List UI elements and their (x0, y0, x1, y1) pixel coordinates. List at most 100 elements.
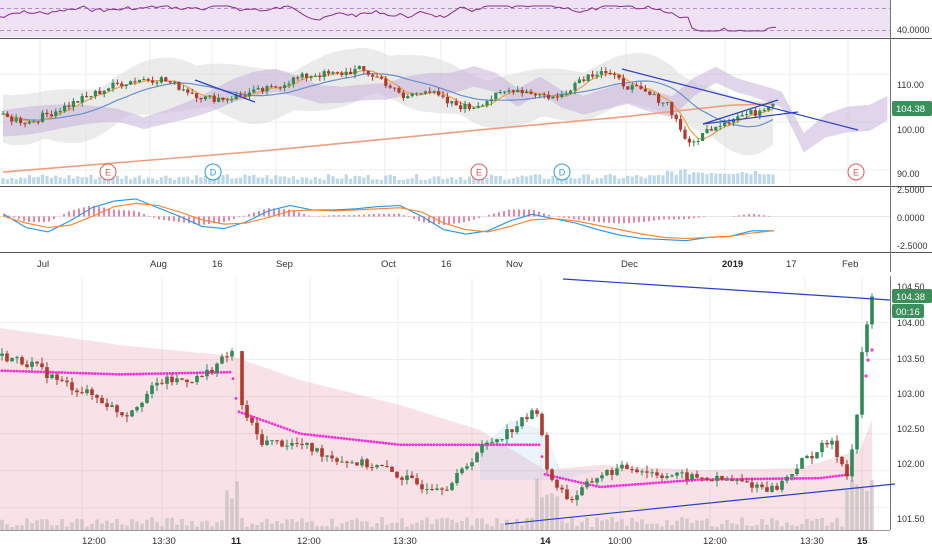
vwap-dot (681, 479, 685, 483)
vwap-dot (501, 443, 505, 447)
daily-candle (256, 88, 260, 90)
daily-volume-bar (555, 178, 559, 184)
intraday-volume-bar (655, 523, 659, 530)
daily-volume-bar (635, 175, 639, 184)
intraday-volume-bar (460, 521, 464, 530)
daily-volume-bar (159, 177, 163, 184)
daily-volume-bar (247, 175, 251, 184)
daily-candle (577, 79, 581, 84)
daily-candle (71, 101, 75, 107)
vwap-dot (837, 474, 841, 478)
vwap-dot (531, 443, 535, 447)
intraday-candle (475, 452, 479, 463)
daily-candle (564, 93, 568, 95)
intraday-candle (95, 394, 99, 398)
intraday-volume-bar (275, 521, 279, 530)
intraday-candle (270, 440, 274, 442)
daily-volume-bar (564, 177, 568, 184)
xtick-16a: 16 (212, 259, 223, 270)
intraday-candle (60, 379, 64, 381)
vwap-dot (132, 372, 136, 376)
vwap-dot (804, 476, 808, 480)
daily-candle (419, 93, 423, 95)
vwap-dot (435, 443, 439, 447)
daily-volume-bar (318, 178, 322, 184)
daily-candle (384, 78, 388, 86)
intraday-candle (760, 484, 764, 488)
daily-candle (111, 82, 115, 89)
daily-volume-bar (679, 170, 683, 184)
ixtick-1200b: 12:00 (297, 536, 321, 547)
daily-volume-bar (261, 177, 265, 184)
vwap-dot (93, 372, 97, 375)
daily-volume-bar (225, 174, 229, 184)
event-marker-dividend[interactable] (204, 163, 222, 181)
vwap-dot (324, 435, 328, 438)
intraday-candle (275, 440, 279, 442)
vwap-dot (780, 477, 784, 480)
vwap-dot (30, 370, 34, 374)
vwap-dot (588, 483, 592, 487)
daily-volume-bar (331, 176, 335, 184)
event-marker-earnings[interactable] (847, 163, 865, 181)
intraday-volume-bar (555, 496, 559, 530)
daily-volume-bar (445, 178, 449, 184)
intraday-volume-bar (715, 526, 719, 530)
vwap-dot (606, 485, 610, 488)
daily-candle (186, 89, 190, 93)
vwap-dot (774, 477, 778, 481)
intraday-volume-bar (45, 519, 49, 530)
daily-candle (507, 90, 511, 92)
vwap-dot (27, 370, 31, 373)
daily-volume-bar (573, 178, 577, 184)
intraday-candle (450, 483, 454, 490)
intraday-volume-bar (90, 523, 94, 530)
intraday-volume-bar (765, 524, 769, 530)
intraday-candle (175, 378, 179, 383)
vwap-dot (240, 411, 244, 415)
daily-candle (428, 91, 432, 93)
intraday-candle (850, 449, 854, 477)
intraday-candle (220, 356, 224, 364)
intraday-volume-bar (590, 526, 594, 530)
vwap-dot (756, 477, 760, 481)
daily-volume-bar (643, 178, 647, 184)
intraday-time-axis: 12:00 13:30 11 12:00 13:30 14 10:00 12:0… (82, 536, 868, 547)
daily-candle (415, 93, 419, 95)
daily-volume-bar (648, 175, 652, 184)
intraday-candle (125, 415, 129, 417)
ixtick-1330b: 13:30 (393, 536, 417, 547)
vwap-dot (369, 440, 373, 443)
daily-candle (723, 122, 727, 126)
daily-volume-bar (137, 175, 141, 184)
daily-volume-bar (5, 179, 9, 184)
intraday-candle (780, 480, 784, 490)
daily-volume-bar (41, 174, 45, 184)
daily-candle (54, 111, 58, 117)
daily-volume-bar (14, 179, 18, 184)
event-marker-earnings[interactable] (470, 163, 488, 181)
intraday-volume-bar (430, 523, 434, 530)
vwap-dot (456, 443, 460, 447)
intraday-candle (795, 468, 799, 474)
vwap-dot (399, 443, 403, 447)
intraday-candle (320, 448, 324, 457)
vwap-dot (576, 480, 580, 484)
event-marker-earnings[interactable] (99, 163, 117, 181)
vwap-dot (438, 443, 442, 447)
daily-candle (335, 72, 339, 74)
vwap-dot (156, 372, 160, 375)
daily-candle (120, 83, 124, 87)
event-marker-dividend[interactable] (553, 163, 571, 181)
daily-volume-bar (54, 175, 58, 184)
daily-candle (657, 94, 661, 103)
intraday-volume-bar (225, 490, 229, 530)
intraday-volume-bar (360, 521, 364, 530)
intra-tick-1025: 102.50 (897, 424, 925, 434)
intra-tick-102: 102.00 (897, 459, 925, 469)
vwap-dot (306, 433, 310, 436)
intraday-volume-bar (615, 521, 619, 530)
vwap-dot (84, 371, 88, 375)
